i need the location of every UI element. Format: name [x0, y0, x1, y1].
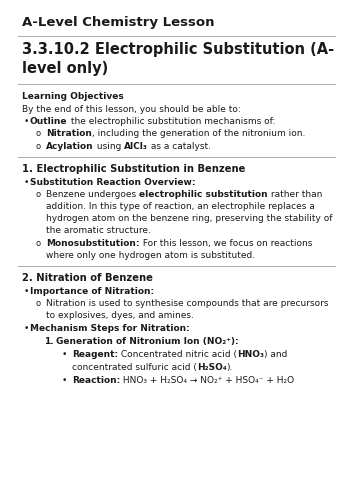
Text: A-Level Chemistry Lesson: A-Level Chemistry Lesson — [22, 16, 215, 29]
Text: , including the generation of the nitronium ion.: , including the generation of the nitron… — [92, 130, 305, 138]
Text: 2. Nitration of Benzene: 2. Nitration of Benzene — [22, 273, 153, 283]
Text: o: o — [36, 190, 41, 199]
Text: o: o — [36, 239, 41, 248]
Text: •: • — [24, 118, 29, 126]
Text: Nitration is used to synthesise compounds that are precursors: Nitration is used to synthesise compound… — [46, 300, 329, 308]
Text: o: o — [36, 130, 41, 138]
Text: Benzene undergoes: Benzene undergoes — [46, 190, 139, 199]
Text: Learning Objectives: Learning Objectives — [22, 92, 124, 102]
Text: Outline: Outline — [30, 118, 67, 126]
Text: o: o — [36, 142, 41, 150]
Text: Reaction:: Reaction: — [72, 376, 120, 384]
Text: Importance of Nitration:: Importance of Nitration: — [30, 288, 154, 296]
Text: as a catalyst.: as a catalyst. — [148, 142, 211, 150]
Text: to explosives, dyes, and amines.: to explosives, dyes, and amines. — [46, 312, 194, 320]
Text: AlCl₃: AlCl₃ — [124, 142, 148, 150]
Text: •: • — [62, 376, 67, 384]
Text: Mechanism Steps for Nitration:: Mechanism Steps for Nitration: — [30, 324, 190, 334]
Text: HNO₃ + H₂SO₄ → NO₂⁺ + HSO₄⁻ + H₂O: HNO₃ + H₂SO₄ → NO₂⁺ + HSO₄⁻ + H₂O — [120, 376, 294, 384]
Text: •: • — [24, 324, 29, 334]
Text: By the end of this lesson, you should be able to:: By the end of this lesson, you should be… — [22, 106, 241, 114]
Text: Monosubstitution:: Monosubstitution: — [46, 239, 139, 248]
Text: electrophilic substitution: electrophilic substitution — [139, 190, 268, 199]
Text: •: • — [62, 350, 67, 360]
Text: ).: ). — [227, 362, 233, 372]
Text: HNO₃: HNO₃ — [237, 350, 264, 360]
Text: For this lesson, we focus on reactions: For this lesson, we focus on reactions — [139, 239, 312, 248]
Text: using: using — [94, 142, 124, 150]
Text: 1. Electrophilic Substitution in Benzene: 1. Electrophilic Substitution in Benzene — [22, 164, 245, 173]
Text: Nitration: Nitration — [46, 130, 92, 138]
Text: the aromatic structure.: the aromatic structure. — [46, 226, 151, 235]
Text: level only): level only) — [22, 61, 108, 76]
Text: Acylation: Acylation — [46, 142, 94, 150]
Text: H₂SO₄: H₂SO₄ — [197, 362, 227, 372]
Text: the electrophilic substitution mechanisms of:: the electrophilic substitution mechanism… — [67, 118, 275, 126]
Text: Reagent:: Reagent: — [72, 350, 118, 360]
Text: hydrogen atom on the benzene ring, preserving the stability of: hydrogen atom on the benzene ring, prese… — [46, 214, 333, 223]
Text: •: • — [24, 178, 29, 187]
Text: Generation of Nitronium Ion (NO₂⁺):: Generation of Nitronium Ion (NO₂⁺): — [56, 338, 239, 346]
Text: Concentrated nitric acid (: Concentrated nitric acid ( — [118, 350, 237, 360]
Text: ) and: ) and — [264, 350, 287, 360]
Text: where only one hydrogen atom is substituted.: where only one hydrogen atom is substitu… — [46, 251, 255, 260]
Text: 3.3.10.2 Electrophilic Substitution (A-: 3.3.10.2 Electrophilic Substitution (A- — [22, 42, 334, 56]
Text: •: • — [24, 288, 29, 296]
Text: concentrated sulfuric acid (: concentrated sulfuric acid ( — [72, 362, 197, 372]
Text: 1.: 1. — [44, 338, 54, 346]
Text: o: o — [36, 300, 41, 308]
Text: addition. In this type of reaction, an electrophile replaces a: addition. In this type of reaction, an e… — [46, 202, 315, 211]
Text: Substitution Reaction Overview:: Substitution Reaction Overview: — [30, 178, 196, 187]
Text: rather than: rather than — [268, 190, 322, 199]
